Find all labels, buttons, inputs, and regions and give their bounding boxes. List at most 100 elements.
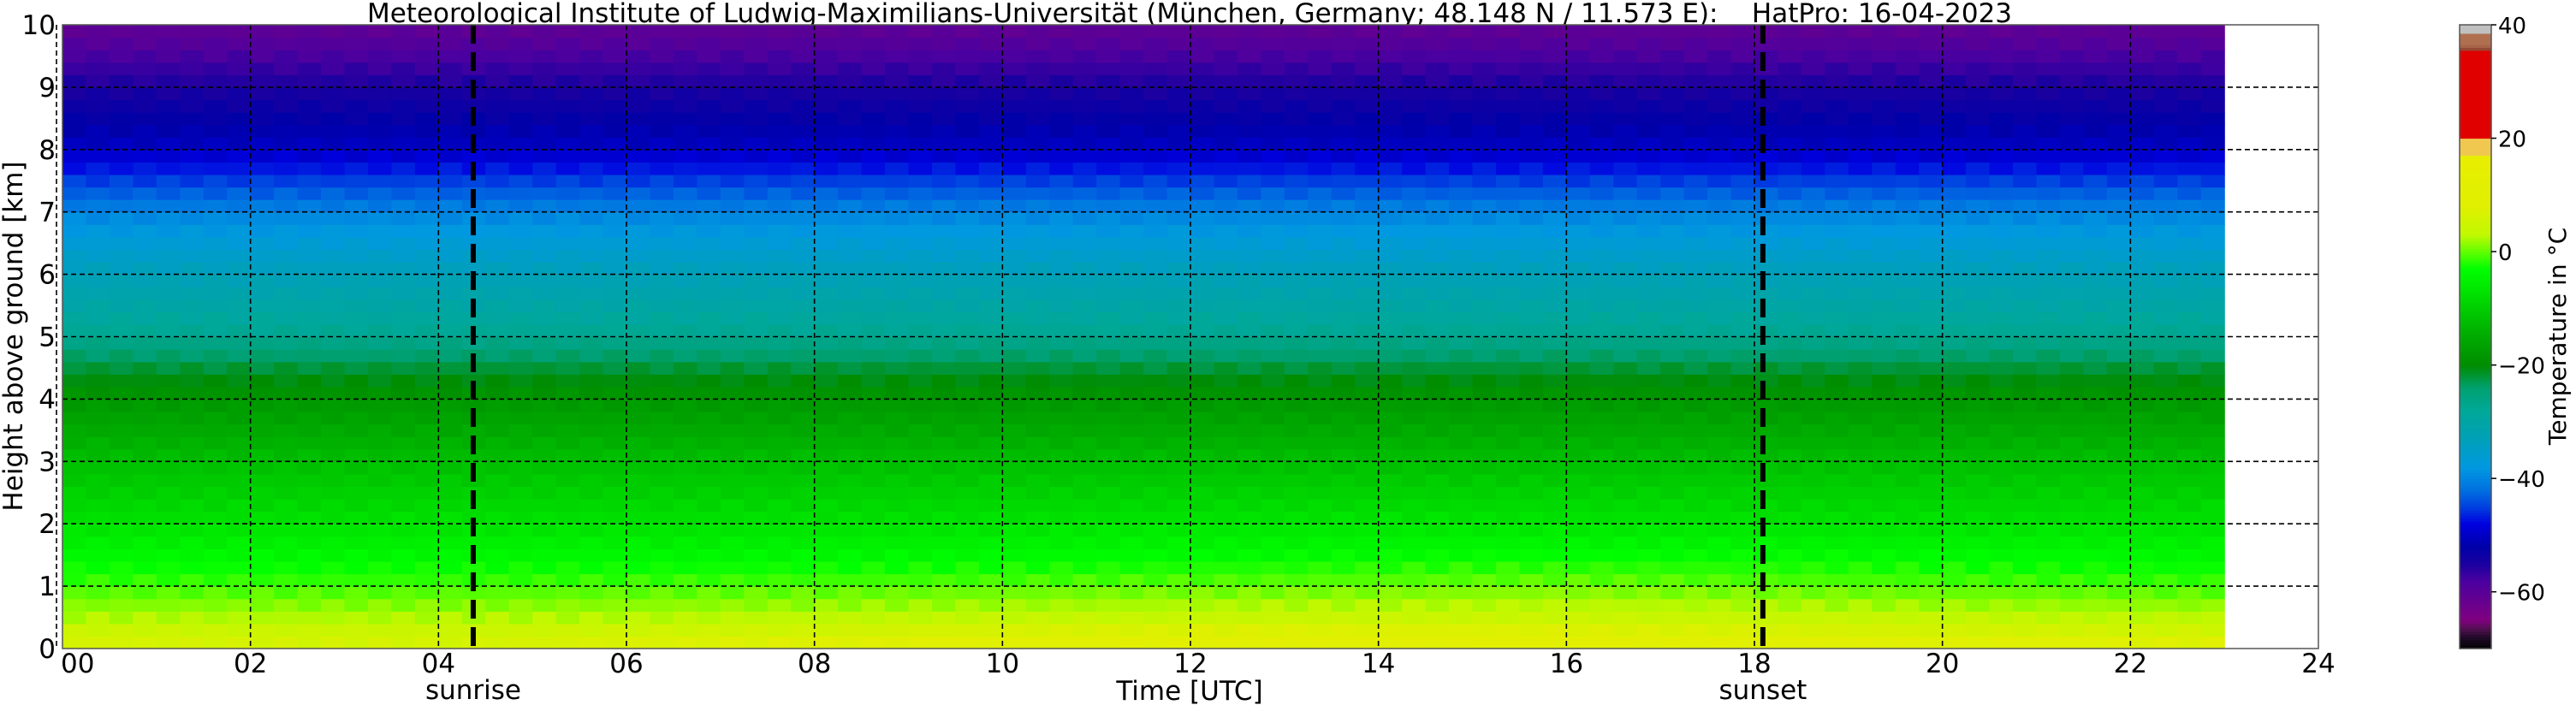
- heatmap-cell: [1754, 211, 1779, 225]
- heatmap-cell: [1683, 99, 1708, 113]
- heatmap-cell: [908, 224, 933, 238]
- heatmap-cell: [2153, 37, 2178, 50]
- heatmap-cell: [344, 336, 369, 350]
- heatmap-cell: [1143, 124, 1168, 138]
- heatmap-cell: [2013, 399, 2038, 412]
- heatmap-cell: [1072, 548, 1097, 562]
- heatmap-cell: [250, 175, 275, 188]
- heatmap-cell: [814, 399, 839, 412]
- heatmap-cell: [508, 274, 533, 287]
- heatmap-cell: [1989, 99, 2014, 113]
- heatmap-cell: [1660, 448, 1685, 462]
- heatmap-cell: [438, 224, 463, 238]
- heatmap-cell: [908, 424, 933, 437]
- heatmap-cell: [485, 399, 510, 412]
- colorbar-segment: [2460, 302, 2491, 306]
- heatmap-cell: [1237, 361, 1261, 375]
- heatmap-cell: [297, 175, 322, 188]
- heatmap-cell: [861, 336, 886, 350]
- heatmap-cell: [203, 311, 228, 325]
- heatmap-cell: [650, 124, 674, 138]
- heatmap-cell: [1284, 323, 1309, 338]
- heatmap-cell: [344, 25, 369, 39]
- colorbar-segment: [2460, 75, 2491, 80]
- heatmap-cell: [1425, 548, 1450, 562]
- heatmap-cell: [838, 636, 863, 649]
- heatmap-cell: [885, 611, 910, 625]
- heatmap-cell: [2130, 486, 2155, 500]
- heatmap-cell: [227, 636, 252, 649]
- heatmap-cell: [2130, 586, 2155, 600]
- heatmap-cell: [1308, 586, 1333, 600]
- heatmap-cell: [1214, 586, 1238, 600]
- heatmap-cell: [2013, 473, 2038, 488]
- heatmap-cell: [1284, 349, 1309, 363]
- heatmap-cell: [1166, 25, 1191, 39]
- heatmap-cell: [767, 598, 792, 612]
- heatmap-cell: [1096, 323, 1121, 338]
- heatmap-cell: [1942, 448, 1967, 462]
- heatmap-cell: [1919, 50, 1944, 63]
- heatmap-cell: [1378, 548, 1403, 562]
- heatmap-cell: [485, 211, 510, 225]
- heatmap-cell: [2013, 299, 2038, 312]
- heatmap-cell: [1025, 262, 1050, 275]
- heatmap-cell: [1237, 412, 1261, 425]
- heatmap-cell: [2153, 187, 2178, 200]
- heatmap-cell: [1002, 611, 1027, 625]
- heatmap-cell: [2153, 287, 2178, 300]
- heatmap-cell: [1707, 299, 1732, 312]
- heatmap-cell: [1496, 211, 1521, 225]
- heatmap-cell: [908, 187, 933, 200]
- heatmap-cell: [368, 199, 393, 213]
- heatmap-cell: [908, 25, 933, 39]
- heatmap-cell: [744, 424, 769, 437]
- colorbar-segment: [2460, 623, 2491, 627]
- heatmap-cell: [1872, 162, 1896, 175]
- heatmap-cell: [133, 211, 157, 225]
- heatmap-cell: [438, 249, 463, 263]
- heatmap-cell: [1308, 548, 1333, 562]
- heatmap-cell: [1848, 573, 1873, 587]
- heatmap-cell: [1237, 524, 1261, 537]
- heatmap-cell: [1002, 262, 1027, 275]
- heatmap-cell: [109, 112, 134, 126]
- heatmap-cell: [908, 249, 933, 263]
- heatmap-cell: [1002, 50, 1027, 63]
- heatmap-cell: [414, 249, 439, 263]
- heatmap-cell: [203, 175, 228, 188]
- heatmap-cell: [861, 623, 886, 637]
- heatmap-cell: [297, 386, 322, 400]
- heatmap-cell: [1801, 112, 1825, 126]
- heatmap-cell: [1119, 511, 1144, 524]
- heatmap-cell: [650, 536, 674, 549]
- heatmap-cell: [1378, 224, 1403, 238]
- heatmap-cell: [579, 461, 604, 475]
- heatmap-cell: [180, 224, 205, 238]
- heatmap-cell: [1919, 461, 1944, 475]
- heatmap-cell: [1801, 499, 1825, 512]
- colorbar-segment: [2460, 260, 2491, 264]
- heatmap-cell: [86, 536, 110, 549]
- heatmap-cell: [955, 499, 980, 512]
- heatmap-cell: [438, 461, 463, 475]
- heatmap-cell: [1848, 611, 1873, 625]
- heatmap-cell: [932, 560, 957, 575]
- heatmap-cell: [1636, 573, 1661, 587]
- heatmap-cell: [2106, 349, 2131, 363]
- heatmap-cell: [1566, 50, 1591, 63]
- heatmap-cell: [673, 448, 697, 462]
- heatmap-cell: [1895, 99, 1920, 113]
- colorbar-tick-label: −40: [2498, 467, 2545, 493]
- heatmap-cell: [1002, 598, 1027, 612]
- heatmap-cell: [1754, 199, 1779, 213]
- heatmap-cell: [297, 299, 322, 312]
- heatmap-cell: [180, 573, 205, 587]
- colorbar-segment: [2460, 228, 2491, 233]
- heatmap-cell: [1096, 560, 1121, 575]
- heatmap-cell: [274, 386, 299, 400]
- heatmap-cell: [1636, 211, 1661, 225]
- heatmap-cell: [368, 473, 393, 488]
- colorbar-segment: [2460, 483, 2491, 488]
- heatmap-cell: [180, 560, 205, 575]
